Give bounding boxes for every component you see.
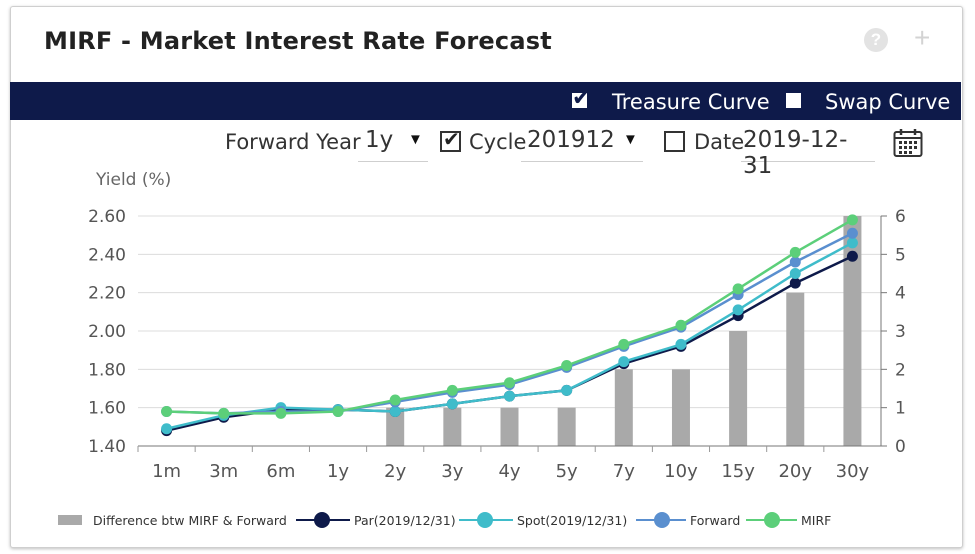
x-tick-label: 15y bbox=[721, 461, 755, 482]
cycle-select[interactable]: 201912 ▼ bbox=[521, 127, 643, 162]
data-point bbox=[561, 360, 573, 371]
page-title: MIRF - Market Interest Rate Forecast bbox=[44, 27, 552, 55]
y-tick-label: 2.40 bbox=[88, 245, 126, 265]
y2-tick-label: 1 bbox=[895, 399, 906, 419]
legend-label: Par(2019/12/31) bbox=[354, 513, 456, 528]
treasure-curve-checkbox[interactable]: ✔ bbox=[572, 85, 591, 110]
data-point bbox=[789, 256, 801, 268]
legend-label-bar: Difference btw MIRF & Forward bbox=[93, 513, 287, 528]
data-point bbox=[389, 394, 401, 406]
legend-marker bbox=[314, 512, 330, 528]
data-point bbox=[389, 406, 401, 417]
data-point bbox=[846, 237, 858, 249]
data-point bbox=[561, 384, 573, 396]
legend-label: MIRF bbox=[801, 513, 831, 528]
data-point bbox=[504, 377, 515, 389]
forward-year-value: 1y bbox=[365, 127, 394, 153]
y-tick-label: 2.20 bbox=[88, 284, 126, 304]
data-point bbox=[275, 407, 287, 419]
data-point bbox=[789, 268, 801, 279]
bar-difference bbox=[557, 407, 576, 446]
y-tick-label: 1.60 bbox=[88, 399, 126, 419]
x-tick-label: 1m bbox=[152, 461, 181, 482]
y-tick-label: 1.40 bbox=[88, 437, 126, 457]
data-point bbox=[218, 407, 230, 419]
data-point bbox=[618, 356, 630, 368]
data-point bbox=[732, 304, 744, 316]
y2-tick-label: 5 bbox=[895, 245, 906, 265]
treasure-curve-label[interactable]: Treasure Curve bbox=[612, 90, 770, 114]
forward-year-select[interactable]: 1y ▼ bbox=[358, 127, 428, 162]
x-tick-label: 6m bbox=[266, 461, 295, 482]
cycle-checkbox[interactable]: ✔ bbox=[440, 129, 461, 152]
chevron-down-icon: ▼ bbox=[408, 131, 423, 148]
y-tick-label: 2.00 bbox=[88, 322, 126, 342]
data-point bbox=[618, 338, 630, 350]
curve-toggle-bar: ✔ Treasure Curve Swap Curve bbox=[10, 82, 961, 120]
data-point bbox=[504, 390, 515, 402]
swap-curve-label[interactable]: Swap Curve bbox=[825, 90, 951, 114]
data-point bbox=[675, 319, 687, 331]
bar-difference bbox=[671, 369, 690, 446]
date-checkbox[interactable] bbox=[664, 131, 685, 152]
x-tick-label: 1y bbox=[327, 461, 349, 482]
legend-marker bbox=[654, 512, 670, 528]
legend-marker bbox=[477, 512, 493, 528]
y2-tick-label: 4 bbox=[895, 284, 906, 304]
data-point bbox=[789, 277, 801, 289]
x-tick-label: 7y bbox=[613, 461, 635, 482]
data-point bbox=[732, 283, 744, 295]
date-input[interactable]: 2019-12-31 bbox=[741, 127, 875, 179]
legend-swatch-bar bbox=[58, 515, 82, 525]
bar-difference bbox=[843, 216, 862, 446]
chevron-down-icon: ▼ bbox=[623, 131, 638, 148]
y2-tick-label: 3 bbox=[895, 322, 906, 342]
data-point bbox=[446, 384, 458, 396]
data-point bbox=[332, 406, 344, 417]
x-tick-label: 2y bbox=[384, 461, 406, 482]
bar-difference bbox=[614, 369, 633, 446]
bar-difference bbox=[786, 292, 805, 446]
x-tick-label: 20y bbox=[778, 461, 812, 482]
data-point bbox=[161, 423, 173, 435]
data-point bbox=[846, 214, 858, 226]
check-icon: ✔ bbox=[443, 129, 460, 151]
x-tick-label: 3m bbox=[209, 461, 238, 482]
date-label: Date bbox=[694, 130, 745, 154]
add-icon[interactable]: + bbox=[914, 22, 931, 53]
data-point bbox=[846, 227, 858, 239]
y-axis-label: Yield (%) bbox=[95, 170, 171, 190]
cycle-label: Cycle bbox=[469, 130, 527, 154]
x-tick-label: 3y bbox=[441, 461, 463, 482]
help-icon[interactable]: ? bbox=[864, 28, 888, 52]
bar-difference bbox=[386, 407, 405, 446]
y2-tick-label: 2 bbox=[895, 360, 906, 380]
data-point bbox=[789, 246, 801, 258]
legend-marker bbox=[764, 512, 780, 528]
y-tick-label: 2.60 bbox=[88, 207, 126, 227]
x-tick-label: 10y bbox=[664, 461, 698, 482]
data-point bbox=[675, 338, 687, 350]
bar-difference bbox=[443, 407, 462, 446]
data-point bbox=[446, 398, 458, 410]
x-tick-label: 4y bbox=[498, 461, 520, 482]
date-value: 2019-12-31 bbox=[743, 127, 848, 179]
legend-label: Spot(2019/12/31) bbox=[517, 513, 627, 528]
y2-tick-label: 0 bbox=[895, 437, 906, 457]
x-tick-label: 30y bbox=[836, 461, 870, 482]
cycle-value: 201912 bbox=[527, 127, 615, 153]
y2-tick-label: 6 bbox=[895, 207, 906, 227]
bar-difference bbox=[729, 331, 748, 446]
forward-year-label: Forward Year bbox=[225, 130, 361, 154]
swap-curve-checkbox[interactable] bbox=[786, 93, 801, 108]
check-icon: ✔ bbox=[572, 85, 591, 110]
calendar-icon[interactable] bbox=[893, 128, 923, 158]
bar-difference bbox=[500, 407, 519, 446]
data-point bbox=[846, 250, 858, 262]
data-point bbox=[161, 406, 173, 417]
x-tick-label: 5y bbox=[556, 461, 578, 482]
legend-label: Forward bbox=[690, 513, 740, 528]
y-tick-label: 1.80 bbox=[88, 360, 126, 380]
